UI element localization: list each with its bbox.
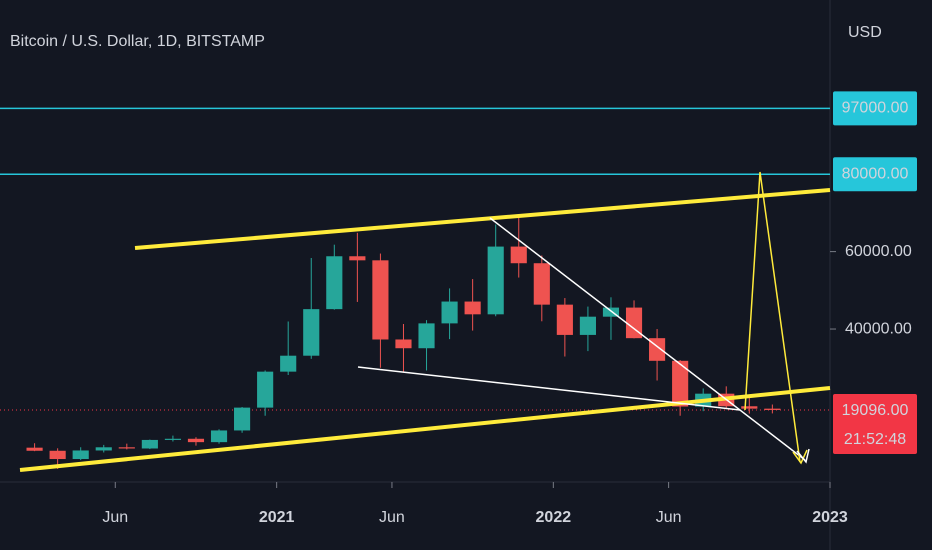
- level-label-box: [833, 91, 917, 126]
- candle-body: [187, 438, 205, 443]
- candle-body: [164, 438, 181, 440]
- candle-body: [72, 450, 89, 460]
- candle-body: [257, 371, 274, 408]
- candle-body: [764, 408, 781, 410]
- x-tick-label: 2022: [536, 509, 572, 526]
- candle-body: [672, 360, 689, 407]
- x-tick-label: Jun: [656, 509, 682, 526]
- last-price-label: 19096.00: [842, 402, 909, 419]
- candle-body: [602, 307, 620, 317]
- candle-body: [326, 256, 343, 310]
- candle-body: [372, 260, 389, 340]
- candle-body: [441, 301, 458, 324]
- candle-body: [579, 316, 596, 335]
- candle-body: [395, 339, 412, 349]
- candle-body: [510, 246, 527, 264]
- level-label: 97000.00: [842, 100, 909, 117]
- drawings: [19, 171, 831, 472]
- candle-body: [303, 309, 320, 356]
- plot: [0, 107, 830, 469]
- candle-body: [625, 307, 643, 339]
- y-tick-label: 60000.00: [845, 243, 912, 260]
- support-line: [19, 386, 831, 472]
- resistance-line: [134, 188, 831, 250]
- candle-body: [210, 430, 228, 443]
- candle-body: [26, 447, 43, 451]
- candle-body: [234, 407, 251, 431]
- candle-body: [49, 450, 66, 460]
- x-tick-label: Jun: [102, 509, 128, 526]
- level-label: 80000.00: [842, 165, 909, 182]
- currency-label: USD: [848, 24, 882, 41]
- trend-line: [357, 366, 741, 411]
- chart-title: Bitcoin / U.S. Dollar, 1D, BITSTAMP: [10, 33, 265, 50]
- countdown: 21:52:48: [844, 431, 906, 448]
- candle-body: [418, 323, 435, 349]
- x-tick-label: 2021: [259, 509, 295, 526]
- candle-body: [741, 406, 758, 409]
- trend-line: [489, 217, 806, 461]
- candle-body: [95, 447, 112, 451]
- x-tick-label: 2023: [812, 509, 848, 526]
- arrow-head: [792, 449, 808, 465]
- candle-body: [487, 246, 504, 315]
- candle-body: [141, 439, 158, 449]
- x-tick-label: Jun: [379, 509, 405, 526]
- level-label-box: [833, 157, 917, 192]
- projection-path: [744, 171, 801, 463]
- candle-body: [556, 304, 573, 335]
- candle-body: [464, 301, 481, 315]
- candle-body: [533, 263, 550, 305]
- candle-body: [349, 256, 366, 261]
- y-tick-label: 40000.00: [845, 320, 912, 337]
- arrow-head: [796, 448, 810, 464]
- candle-body: [118, 447, 135, 449]
- candle-body: [280, 355, 297, 372]
- last-price-box: [833, 393, 917, 454]
